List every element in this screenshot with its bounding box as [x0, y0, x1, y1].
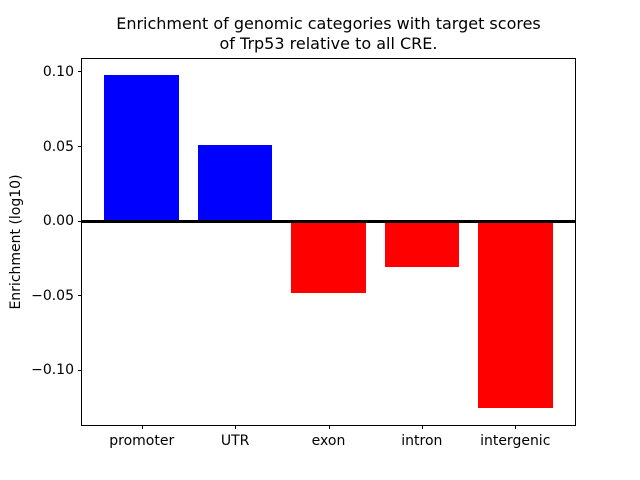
y-tick-label-0.05: 0.05 — [42, 138, 74, 155]
bar-exon — [291, 221, 366, 293]
y-tick-mark-0.10 — [78, 71, 82, 73]
y-tick-mark-−0.10 — [78, 369, 82, 371]
x-tick-mark-promoter — [141, 425, 143, 429]
x-tick-label-UTR: UTR — [220, 433, 250, 449]
x-tick-label-exon: exon — [311, 433, 346, 449]
plot-area: promoter UTR exon intron intergenic 0.10 0.05 0… — [31, 58, 576, 448]
y-tick-label-−0.10: −0.10 — [31, 362, 74, 379]
bar-intron — [384, 221, 460, 268]
y-tick-label-−0.05: −0.05 — [31, 287, 74, 304]
x-tick-mark-intergenic — [515, 425, 517, 429]
bar-UTR — [197, 145, 273, 222]
y-axis-label: Enrichment (log10) — [8, 174, 24, 310]
y-tick-label-0.10: 0.10 — [42, 63, 74, 80]
x-tick-mark-UTR — [235, 425, 237, 429]
bar-promoter — [104, 74, 180, 222]
x-tick-label-intron: intron — [401, 433, 443, 449]
y-tick-mark-−0.05 — [78, 295, 82, 297]
bar-intergenic — [477, 221, 553, 408]
x-tick-label-intergenic: intergenic — [480, 433, 551, 449]
zero-line — [82, 219, 575, 223]
y-tick-mark-0.05 — [78, 146, 82, 148]
x-tick-mark-intron — [421, 425, 423, 429]
x-tick-mark-exon — [328, 425, 330, 429]
x-tick-label-promoter: promoter — [109, 433, 175, 449]
y-tick-mark-0.00 — [78, 220, 82, 222]
chart-title: Enrichment of genomic categories with ta… — [116, 14, 541, 53]
y-tick-label-0.00: 0.00 — [42, 213, 74, 230]
